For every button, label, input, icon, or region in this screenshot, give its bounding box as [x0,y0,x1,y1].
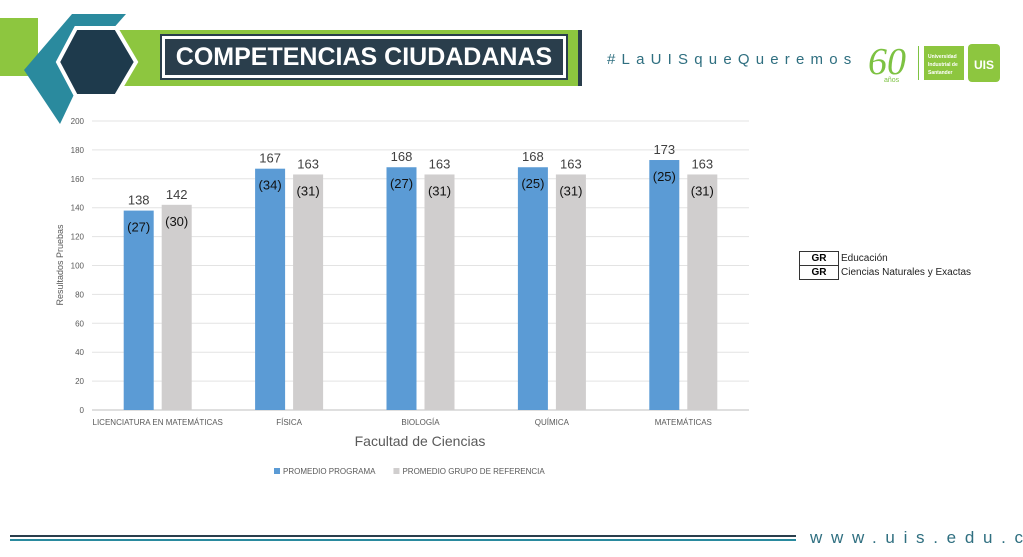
y-tick-label: 140 [71,204,85,213]
bars [123,160,718,410]
university-logo: Universidad Industrial de Santander UIS [924,44,1000,82]
bar [123,210,154,410]
hashtag: #LaUISqueQueremos [607,51,858,68]
bar [687,174,718,410]
x-axis-label: Facultad de Ciencias [355,433,486,449]
group-legend-row: GR Ciencias Naturales y Exactas [799,265,974,280]
x-tick-label: MATEMÁTICAS [655,418,712,427]
data-label: 168 [391,149,413,164]
data-sublabel: (30) [165,214,188,229]
data-label: 142 [166,187,188,202]
y-tick-label: 40 [75,348,84,357]
y-tick-label: 160 [71,175,85,184]
anniversary-sub: años [884,77,900,84]
data-label: 163 [560,156,582,171]
logo-divider [918,46,919,80]
gridlines [92,120,749,411]
bar [649,160,680,410]
footer-line-teal [10,539,796,541]
bar [161,204,192,410]
legend-swatch [393,468,400,474]
data-sublabel: (31) [428,183,451,198]
data-sublabel: (27) [127,220,150,235]
header-band-end [578,30,582,86]
footer-rules [10,535,796,541]
uis-shield-icon [968,44,1000,82]
data-sublabel: (25) [521,176,544,191]
bar-chart: 0 20 40 60 80 100 120 140 160 180 200 138 (27) 142 (3… [55,117,749,476]
anniversary-number: 60 [868,41,906,83]
website-url: www.uis.edu.co [810,528,1023,547]
y-axis-ticks: 0 20 40 60 80 100 120 140 160 180 200 [71,117,85,415]
group-legend-table: GR Educación GR Ciencias Naturales y Exa… [799,251,974,280]
y-tick-label: 20 [75,377,84,386]
x-axis-ticks: LICENCIATURA EN MATEMÁTICAS FÍSICA BIOLOGÍ… [93,418,712,427]
group-code: GR [799,251,839,266]
data-label: 163 [691,156,713,171]
data-sublabel: (34) [259,178,282,193]
legend-label: PROMEDIO GRUPO DE REFERENCIA [402,467,545,476]
bar [555,174,586,410]
y-axis-label: Resultados Pruebas [55,224,65,306]
y-tick-label: 80 [75,290,84,299]
data-label: 163 [429,156,451,171]
y-tick-label: 60 [75,319,84,328]
x-tick-label: FÍSICA [276,418,302,427]
y-tick-label: 120 [71,233,85,242]
x-tick-label: BIOLOGÍA [401,418,440,427]
bar [255,168,286,410]
university-name-line-3: Santander [928,70,953,76]
group-legend-row: GR Educación [799,251,974,266]
x-tick-label: QUÍMICA [535,418,570,427]
data-label: 168 [522,149,544,164]
header-hexagon [55,26,139,98]
data-sublabel: (31) [559,183,582,198]
data-label: 173 [653,142,675,157]
y-tick-label: 200 [71,117,85,126]
group-label: Educación [841,253,888,264]
bar [517,167,548,410]
legend-label: PROMEDIO PROGRAMA [283,467,376,476]
bar [424,174,455,410]
bar [386,167,417,410]
y-tick-label: 0 [80,406,85,415]
data-sublabel: (27) [390,176,413,191]
chart-legend: PROMEDIO PROGRAMA PROMEDIO GRUPO DE REFER… [274,467,545,476]
footer-line-dark [10,535,796,537]
university-name-line-2: Industrial de [928,62,958,68]
page-title: COMPETENCIAS CIUDADANAS [162,36,566,78]
data-labels: 138 (27) 142 (30) 167 (34) 163 (31) 168 (27) 163 (3… [127,142,714,235]
legend-swatch [274,468,280,474]
uis-logo-text: UIS [974,58,994,72]
group-code: GR [799,265,839,280]
university-name-line-1: Universidad [928,54,957,60]
data-label: 167 [259,151,281,166]
y-tick-label: 100 [71,262,85,271]
bar [293,174,324,410]
data-sublabel: (31) [297,183,320,198]
anniversary-logo: 60 años [868,41,906,84]
data-sublabel: (25) [653,169,676,184]
university-name-block [924,46,964,80]
x-tick-label: LICENCIATURA EN MATEMÁTICAS [93,418,223,427]
group-label: Ciencias Naturales y Exactas [841,267,972,278]
y-tick-label: 180 [71,146,85,155]
data-sublabel: (31) [691,183,714,198]
data-label: 163 [297,156,319,171]
data-label: 138 [128,193,150,208]
